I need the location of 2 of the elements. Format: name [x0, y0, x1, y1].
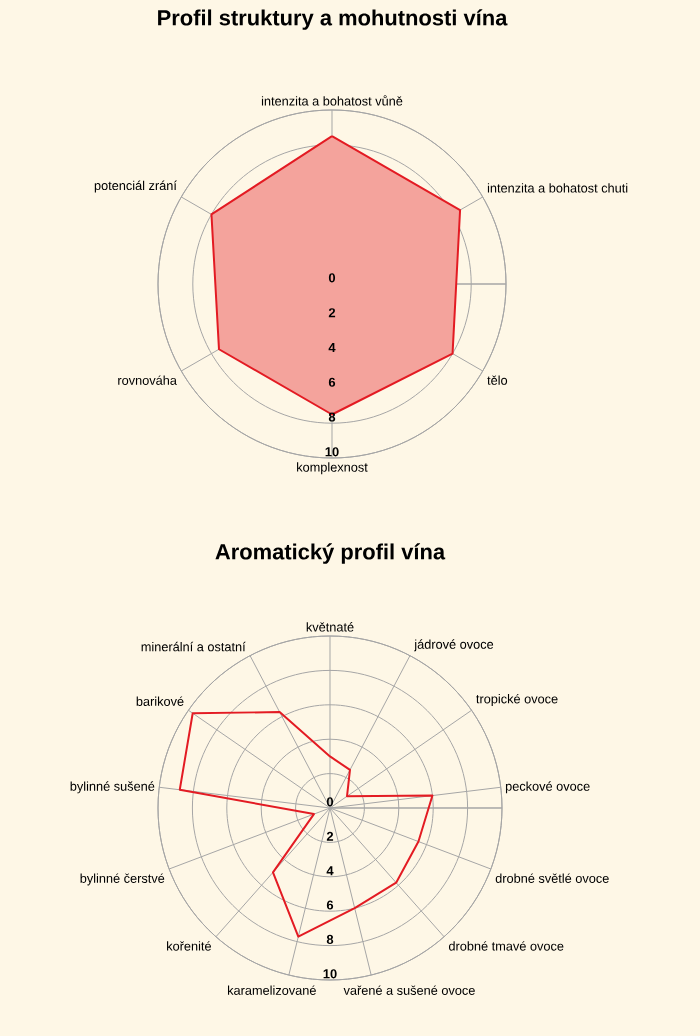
chart-title: Aromatický profil vína	[215, 543, 446, 564]
chart-title: Profil struktury a mohutnosti vína	[158, 9, 508, 30]
